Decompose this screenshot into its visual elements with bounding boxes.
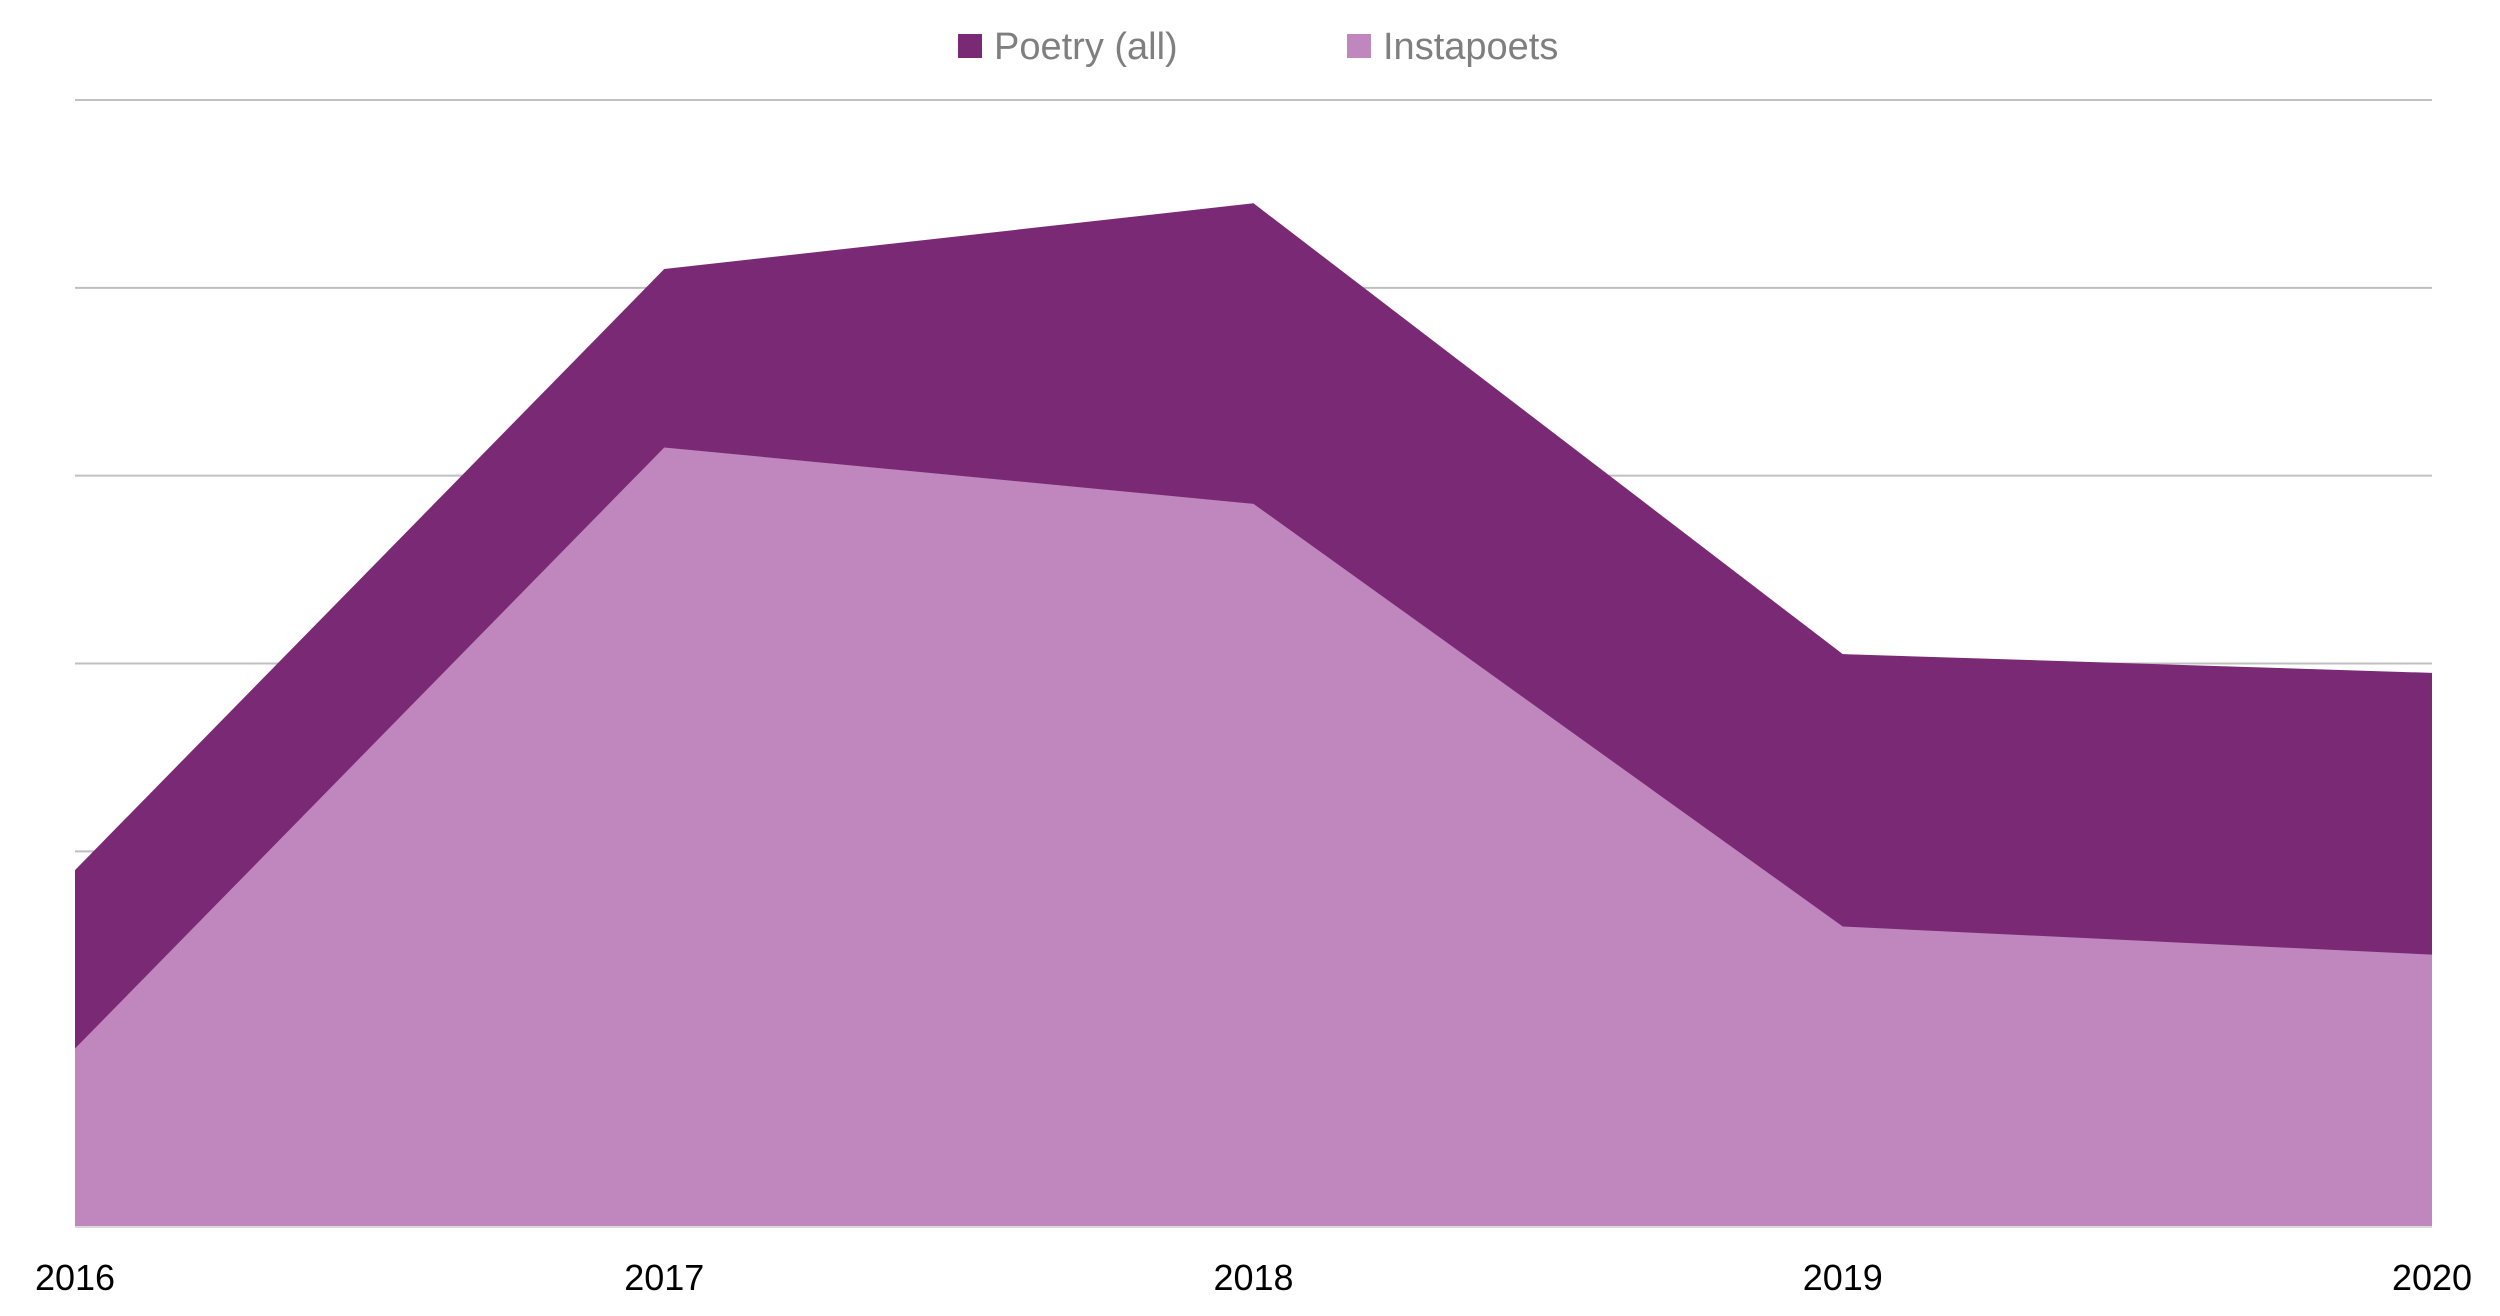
series-areas [75,203,2432,1227]
legend-swatch [1347,34,1371,58]
legend-label: Instapoets [1383,26,1558,68]
legend-label: Poetry (all) [994,26,1178,68]
legend: Poetry (all) Instapoets [958,26,1558,68]
legend-swatch [958,34,982,58]
x-tick-labels: 2016 2017 2018 2019 2020 [35,1257,2472,1298]
area-instapoets [75,447,2432,1227]
x-tick-label: 2019 [1803,1257,1883,1298]
legend-item: Poetry (all) [958,26,1178,68]
x-tick-label: 2016 [35,1257,115,1298]
x-tick-label: 2020 [2392,1257,2472,1298]
legend-item: Instapoets [1347,26,1558,68]
x-tick-label: 2017 [624,1257,704,1298]
x-tick-label: 2018 [1213,1257,1293,1298]
